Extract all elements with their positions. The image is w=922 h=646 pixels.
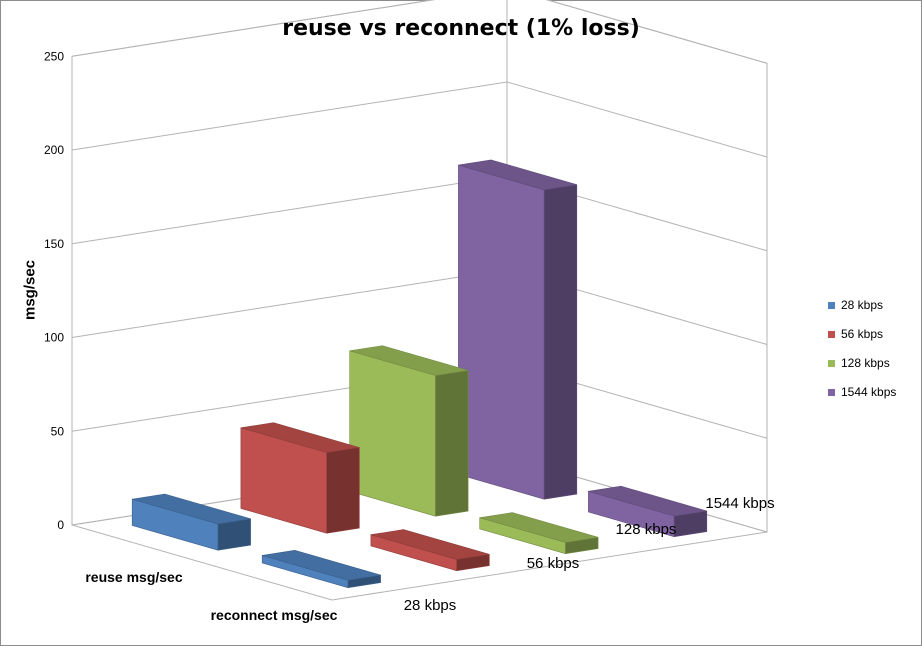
depth-axis-label: 28 kbps — [404, 597, 457, 614]
bar-reconnect-msg-sec128kbps — [479, 512, 599, 555]
depth-axis-label: 1544 kbps — [705, 495, 774, 512]
y-tick-label: 0 — [57, 518, 64, 532]
bar-front-face — [458, 164, 545, 500]
bar-reuse-msg-sec56kbps — [240, 422, 360, 534]
bar-top-face — [588, 485, 707, 517]
bar-top-face — [349, 345, 469, 376]
legend-swatch — [828, 301, 835, 309]
bar-top-face — [458, 159, 577, 191]
y-tick-label: 150 — [44, 237, 64, 251]
bar-reconnect-msg-sec56kbps — [370, 529, 490, 572]
category-label: reuse msg/sec — [85, 569, 182, 585]
legend-label: 56 kbps — [841, 327, 884, 341]
legend-swatch — [828, 388, 835, 396]
chart-title: reuse vs reconnect (1% loss) — [282, 16, 640, 41]
bar-top-face — [240, 422, 360, 453]
bar-side-face — [326, 447, 360, 534]
bar-reuse-msg-sec128kbps — [349, 345, 469, 517]
legend-swatch — [828, 359, 835, 367]
bar-side-face — [217, 518, 251, 551]
legend: 28 kbps 56 kbps 128 kbps 1544 kbps — [828, 297, 896, 413]
legend-item-28kbps: 28 kbps — [828, 297, 896, 313]
y-tick-label: 50 — [51, 424, 65, 438]
legend-item-128kbps: 128 kbps — [828, 355, 896, 371]
bar-side-face — [435, 370, 469, 517]
bar-reconnect-msg-sec1544kbps — [588, 485, 708, 538]
legend-label: 1544 kbps — [841, 385, 897, 399]
legend-label: 128 kbps — [841, 356, 890, 370]
bar-top-face — [262, 549, 381, 581]
legend-item-56kbps: 56 kbps — [828, 326, 896, 342]
bar-top-face — [132, 493, 251, 525]
gridline — [71, 0, 768, 64]
legend-label: 28 kbps — [841, 298, 884, 312]
bar-reuse-msg-sec28kbps — [131, 493, 251, 551]
bar-reconnect-msg-sec28kbps — [261, 549, 381, 589]
y-tick-label: 100 — [44, 331, 64, 345]
y-axis-label: msg/sec — [21, 259, 39, 321]
legend-swatch — [828, 330, 835, 338]
bar-front-face — [349, 350, 436, 517]
category-label: reconnect msg/sec — [211, 607, 338, 623]
gridline — [71, 81, 768, 158]
legend-item-1544kbps: 1544 kbps — [828, 384, 896, 400]
depth-axis-label: 56 kbps — [527, 555, 580, 572]
y-tick-label: 200 — [44, 143, 64, 157]
bar-top-face — [370, 529, 490, 560]
y-tick-label: 250 — [44, 49, 64, 63]
depth-axis-label: 128 kbps — [616, 521, 677, 538]
bar-top-face — [479, 512, 599, 543]
bar-reuse-msg-sec1544kbps — [458, 159, 578, 500]
bar-side-face — [543, 184, 578, 500]
